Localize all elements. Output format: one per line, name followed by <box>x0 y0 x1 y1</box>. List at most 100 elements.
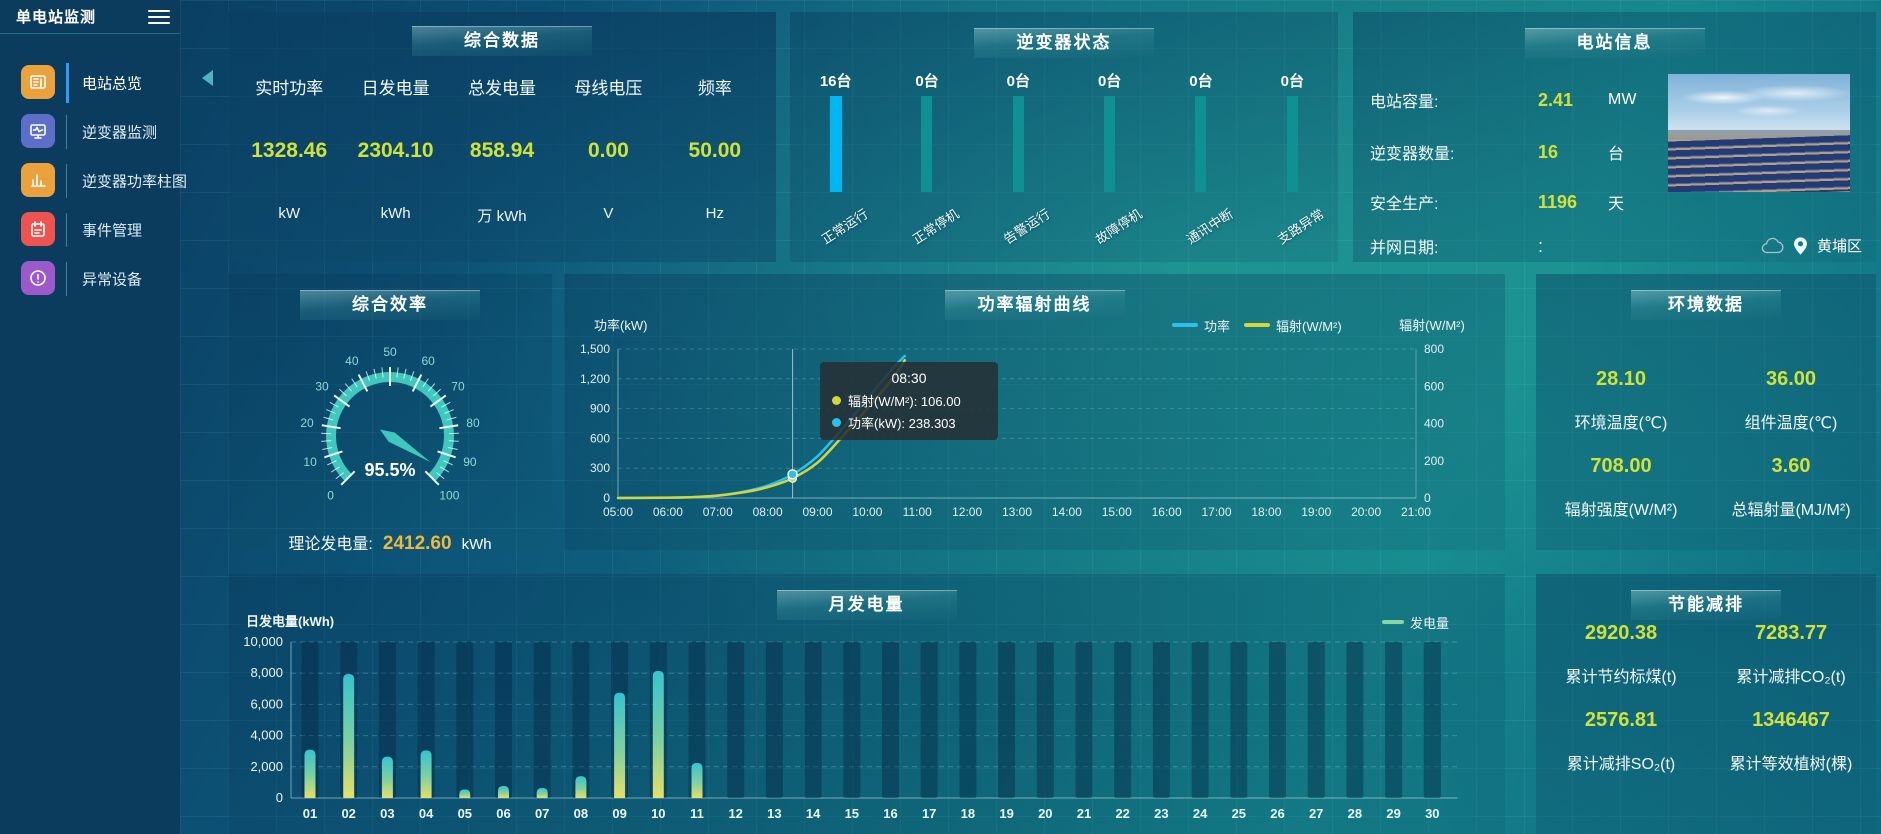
efficiency-gauge[interactable]: 0 10 20 30 40 50 60 70 80 90 100 95.5% <box>228 324 552 522</box>
panel-title: 综合数据 <box>412 26 592 56</box>
inverter-state-comm-lost[interactable]: 0台 通讯中断 <box>1183 73 1236 247</box>
svg-text:6,000: 6,000 <box>250 696 283 711</box>
event-management-icon <box>21 212 55 246</box>
panel-title: 综合效率 <box>300 290 480 320</box>
bar-day-06 <box>498 785 509 798</box>
bar-x-label: 03 <box>380 806 394 821</box>
tooltip-time: 08:30 <box>891 370 927 386</box>
sidebar-item-label: 电站总览 <box>82 75 143 92</box>
bar-shadow <box>1152 642 1170 798</box>
inverter-status-bars: 16台 正常运行 0台 正常停机 0台 告警运行 0台 故障停机 0台 <box>790 70 1338 260</box>
bar-x-label: 02 <box>341 806 355 821</box>
legend-swatch <box>1382 620 1404 624</box>
location-name[interactable]: 黄埔区 <box>1816 238 1862 255</box>
photo-sky <box>1668 80 1850 124</box>
gauge-body: 0 10 20 30 40 50 60 70 80 90 100 <box>300 345 480 502</box>
panel-title: 节能减排 <box>1631 590 1781 620</box>
panel-title: 月发电量 <box>776 590 957 620</box>
bar-day-09 <box>614 692 626 798</box>
gauge-tick-label: 80 <box>466 416 480 430</box>
bar-shadow <box>1385 642 1403 798</box>
bar-x-label: 22 <box>1115 806 1129 821</box>
inverter-state-branch-abnormal[interactable]: 0台 支路异常 <box>1275 73 1327 247</box>
location-pin-icon[interactable] <box>1793 236 1807 255</box>
inverter-power-bars-icon <box>21 163 55 197</box>
panel-environment-data: 环境数据 28.10 环境温度(℃) 36.00 组件温度(℃) 708.00 … <box>1536 274 1876 550</box>
metric-bus-voltage: 母线电压 0.00 V <box>574 79 643 222</box>
sidebar-item-inverter-monitor[interactable]: 逆变器监测 <box>0 107 180 156</box>
power-marker <box>787 469 798 480</box>
bar-axis-title: 日发电量(kWh) <box>246 614 334 629</box>
collapse-panel-arrow-icon[interactable] <box>202 70 213 86</box>
sidebar-item-station-overview[interactable]: 电站总览 <box>0 58 180 107</box>
sidebar-item-abnormal-devices[interactable]: 异常设备 <box>0 254 180 303</box>
status-bar <box>1195 96 1207 192</box>
menu-divider <box>66 115 67 149</box>
menu-divider <box>66 164 67 198</box>
sidebar-item-label: 逆变器监测 <box>82 124 158 141</box>
sidebar-item-label: 逆变器功率柱图 <box>82 173 188 190</box>
power-radiation-line-chart[interactable]: 0 300 600 900 1,200 1,500 0 200 400 600 800 05:00 06… <box>564 274 1505 550</box>
bar-day-10 <box>652 670 664 798</box>
svg-text:2,000: 2,000 <box>250 759 283 774</box>
gauge-needle <box>379 429 431 463</box>
panel-summary-data: 综合数据 实时功率 1328.46 kW 日发电量 2304.10 kWh 总发… <box>228 12 776 262</box>
sidebar-item-label: 异常设备 <box>82 271 143 288</box>
bar-shadow <box>727 642 745 798</box>
inverter-state-normal-stop[interactable]: 0台 正常停机 <box>909 73 962 247</box>
svg-text:10,000: 10,000 <box>243 634 283 649</box>
bar-x-label: 18 <box>961 806 975 821</box>
bar-shadow <box>688 642 706 798</box>
svg-text:05:00: 05:00 <box>603 505 633 519</box>
gauge-tick-label: 70 <box>451 380 465 394</box>
abnormal-device-icon <box>21 261 55 295</box>
svg-text:800: 800 <box>1424 342 1444 356</box>
bar-shadow <box>765 642 783 798</box>
bars-group[interactable]: 01 02 03 04 05 06 07 08 09 10 11 12 13 14 15 16 17 18 19 20… <box>301 642 1441 821</box>
bar-x-label: 05 <box>458 806 472 821</box>
bar-x-label: 06 <box>496 806 510 821</box>
bar-shadow <box>1346 642 1364 798</box>
sidebar-item-inverter-power-bars[interactable]: 逆变器功率柱图 <box>0 156 187 205</box>
bar-shadow <box>882 642 899 798</box>
inverter-state-normal-running[interactable]: 16台 正常运行 <box>818 73 871 247</box>
bar-x-label: 30 <box>1425 806 1439 821</box>
panel-power-radiation-curve: 功率辐射曲线 0 300 600 900 1,200 1,500 0 200 400 600 800… <box>564 274 1505 550</box>
bar-shadow <box>804 642 822 798</box>
bar-day-11 <box>691 762 703 798</box>
bar-x-label: 12 <box>728 806 742 821</box>
bar-x-label: 08 <box>574 806 588 821</box>
hamburger-menu-icon[interactable] <box>148 6 170 28</box>
status-bar <box>1012 96 1024 192</box>
sidebar-item-event-management[interactable]: 事件管理 <box>0 205 180 254</box>
svg-text:0: 0 <box>1424 491 1431 505</box>
bar-shadow <box>1036 642 1054 798</box>
station-info-rows: 电站容量: 2.41 MW 逆变器数量: 16 台 安全生产: 1196 天 并… <box>1353 58 1876 266</box>
inverter-state-alarm-running[interactable]: 0台 告警运行 <box>1001 73 1053 247</box>
bar-shadow <box>533 642 551 798</box>
inverter-state-fault-stop[interactable]: 0台 故障停机 <box>1092 73 1145 247</box>
svg-text:16:00: 16:00 <box>1152 505 1182 519</box>
sidebar-menu: 电站总览 逆变器监测 逆变器功率柱图 事 <box>0 58 187 303</box>
svg-text:10:00: 10:00 <box>852 505 882 519</box>
bar-x-label: 14 <box>806 806 821 821</box>
chart-tooltip: 08:30 辐射(W/M²): 106.00 功率(kW): 238.303 <box>820 362 998 440</box>
right-axis-title: 辐射(W/M²) <box>1399 318 1465 333</box>
bar-shadow <box>920 642 938 798</box>
bar-shadow <box>959 642 977 798</box>
svg-text:900: 900 <box>590 402 610 416</box>
svg-text:600: 600 <box>1424 379 1444 393</box>
bar-shadow <box>1269 642 1286 798</box>
svg-text:06:00: 06:00 <box>653 505 683 519</box>
grid-date-row: 并网日期: : <box>1370 235 1544 258</box>
status-bar <box>1286 96 1298 192</box>
bar-day-07 <box>536 787 548 798</box>
panel-energy-saving: 节能减排 2920.38 累计节约标煤(t) 7283.77 累计减排CO₂(t… <box>1536 574 1876 834</box>
bar-x-label: 11 <box>690 806 704 821</box>
gauge-tick-label: 40 <box>345 354 359 368</box>
metric-total-energy: 总发电量 858.94 万 kWh <box>468 79 537 225</box>
gauge-tick-label: 20 <box>300 416 314 430</box>
svg-text:07:00: 07:00 <box>703 505 733 519</box>
legend-label: 发电量 <box>1410 616 1449 631</box>
